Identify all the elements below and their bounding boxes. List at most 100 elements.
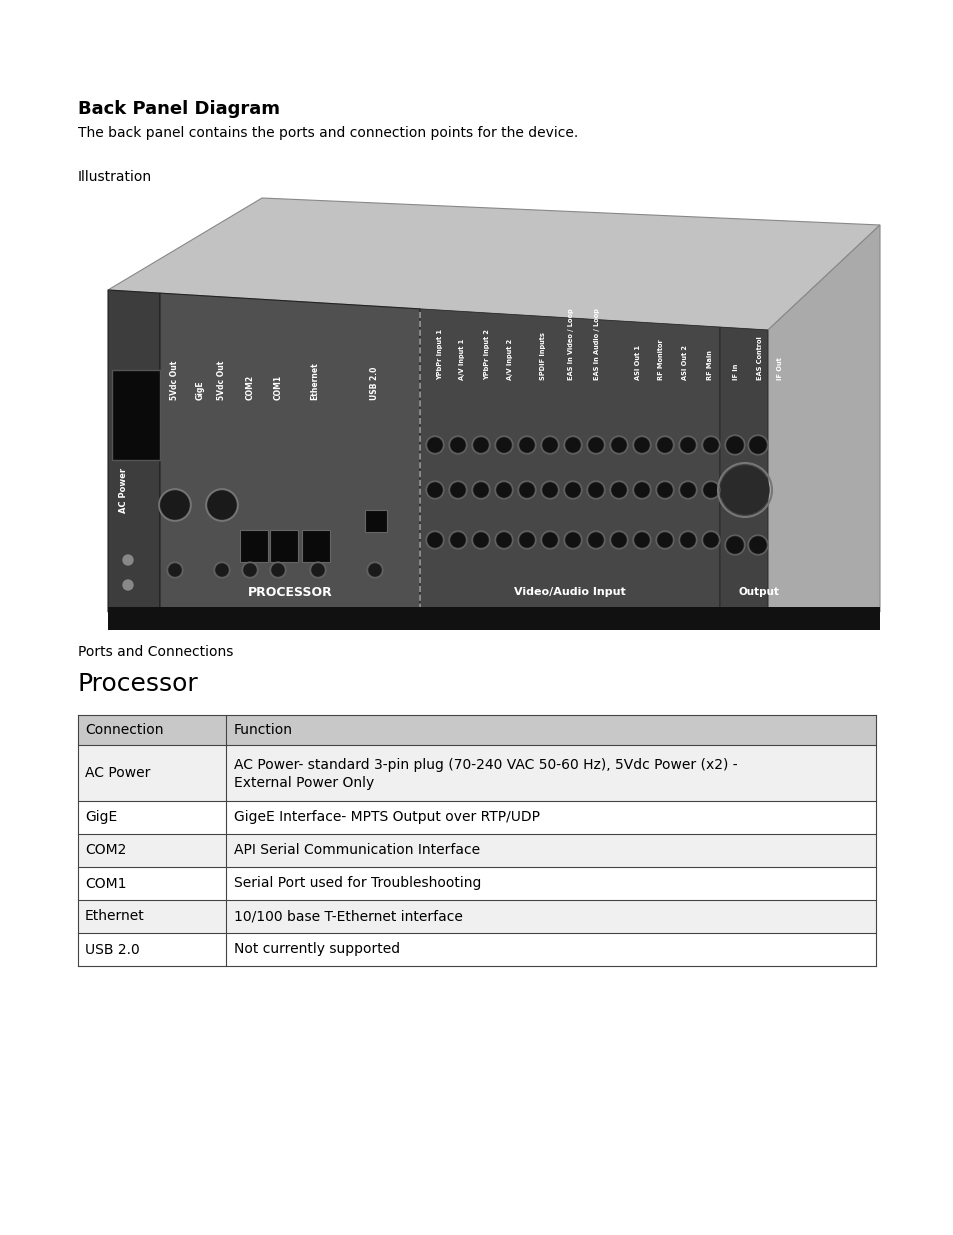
- Text: The back panel contains the ports and connection points for the device.: The back panel contains the ports and co…: [78, 126, 578, 140]
- Text: 10/100 base T-Ethernet interface: 10/100 base T-Ethernet interface: [233, 909, 462, 924]
- Text: AC Power: AC Power: [85, 766, 151, 781]
- Text: Video/Audio Input: Video/Audio Input: [514, 587, 625, 597]
- Polygon shape: [767, 606, 879, 630]
- Text: AC Power: AC Power: [119, 467, 129, 513]
- Circle shape: [369, 564, 380, 576]
- Circle shape: [635, 438, 648, 452]
- Circle shape: [658, 438, 671, 452]
- Text: ASI Out 2: ASI Out 2: [681, 345, 687, 380]
- Text: API Serial Communication Interface: API Serial Communication Interface: [233, 844, 479, 857]
- Bar: [112, 370, 160, 459]
- Text: Ethernet: Ethernet: [310, 362, 319, 400]
- Circle shape: [215, 564, 228, 576]
- Bar: [240, 530, 268, 562]
- Bar: [78, 715, 875, 745]
- Bar: [78, 834, 875, 867]
- Polygon shape: [160, 293, 419, 613]
- Circle shape: [428, 534, 441, 547]
- Circle shape: [658, 534, 671, 547]
- Text: YPbPr Input 1: YPbPr Input 1: [436, 329, 442, 380]
- Text: GigeE Interface- MPTS Output over RTP/UDP: GigeE Interface- MPTS Output over RTP/UD…: [233, 810, 539, 825]
- Text: Output: Output: [738, 587, 779, 597]
- Text: COM2: COM2: [245, 375, 254, 400]
- Text: SPDIF Inputs: SPDIF Inputs: [539, 332, 545, 380]
- Text: EAS In Audio / Loop: EAS In Audio / Loop: [594, 308, 599, 380]
- Circle shape: [703, 483, 718, 496]
- Circle shape: [474, 438, 488, 452]
- Text: RF Main: RF Main: [706, 351, 712, 380]
- Circle shape: [612, 438, 625, 452]
- Text: Ethernet: Ethernet: [85, 909, 145, 924]
- Text: IF In: IF In: [732, 363, 739, 380]
- Circle shape: [565, 534, 579, 547]
- Text: EAS Control: EAS Control: [757, 336, 762, 380]
- Polygon shape: [108, 606, 767, 630]
- Text: AC Power- standard 3-pin plug (70-240 VAC 50-60 Hz), 5Vdc Power (x2) -: AC Power- standard 3-pin plug (70-240 VA…: [233, 758, 737, 772]
- Circle shape: [542, 483, 557, 496]
- Bar: [302, 530, 330, 562]
- Polygon shape: [108, 290, 160, 613]
- Bar: [78, 900, 875, 932]
- Circle shape: [703, 534, 718, 547]
- Circle shape: [612, 483, 625, 496]
- Text: PROCESSOR: PROCESSOR: [248, 585, 332, 599]
- Circle shape: [519, 438, 534, 452]
- Circle shape: [428, 483, 441, 496]
- Circle shape: [161, 492, 189, 519]
- Circle shape: [680, 483, 695, 496]
- Circle shape: [565, 438, 579, 452]
- Circle shape: [588, 483, 602, 496]
- Text: USB 2.0: USB 2.0: [85, 942, 139, 956]
- Circle shape: [519, 534, 534, 547]
- Text: ASI Out 1: ASI Out 1: [635, 345, 640, 380]
- Text: Processor: Processor: [78, 672, 198, 697]
- Circle shape: [635, 483, 648, 496]
- Text: USB 2.0: USB 2.0: [370, 367, 379, 400]
- Text: Serial Port used for Troubleshooting: Serial Port used for Troubleshooting: [233, 877, 481, 890]
- Bar: [78, 867, 875, 900]
- Text: Connection: Connection: [85, 722, 163, 737]
- Polygon shape: [419, 309, 720, 613]
- Circle shape: [123, 580, 132, 590]
- Text: 5Vdc Out: 5Vdc Out: [171, 361, 179, 400]
- Circle shape: [272, 564, 284, 576]
- Text: GigE: GigE: [195, 380, 204, 400]
- Text: RF Monitor: RF Monitor: [658, 340, 663, 380]
- Circle shape: [312, 564, 324, 576]
- Text: 5Vdc Out: 5Vdc Out: [217, 361, 226, 400]
- Text: Illustration: Illustration: [78, 170, 152, 184]
- Text: Function: Function: [233, 722, 293, 737]
- Circle shape: [519, 483, 534, 496]
- Text: A/V Input 1: A/V Input 1: [458, 338, 464, 380]
- Circle shape: [612, 534, 625, 547]
- Text: External Power Only: External Power Only: [233, 776, 374, 790]
- Circle shape: [542, 534, 557, 547]
- Circle shape: [749, 537, 765, 553]
- Bar: [365, 510, 387, 532]
- Circle shape: [474, 534, 488, 547]
- Bar: [78, 745, 875, 802]
- Text: Back Panel Diagram: Back Panel Diagram: [78, 100, 280, 119]
- Circle shape: [497, 438, 511, 452]
- Circle shape: [588, 534, 602, 547]
- Circle shape: [428, 438, 441, 452]
- Text: COM1: COM1: [274, 375, 282, 400]
- Circle shape: [588, 438, 602, 452]
- Bar: [270, 530, 297, 562]
- Text: Not currently supported: Not currently supported: [233, 942, 399, 956]
- Circle shape: [474, 483, 488, 496]
- Polygon shape: [108, 198, 879, 330]
- Text: COM1: COM1: [85, 877, 127, 890]
- Text: GigE: GigE: [85, 810, 117, 825]
- Circle shape: [726, 537, 742, 553]
- Circle shape: [497, 483, 511, 496]
- Circle shape: [680, 534, 695, 547]
- Circle shape: [658, 483, 671, 496]
- Circle shape: [244, 564, 255, 576]
- Circle shape: [720, 466, 768, 514]
- Polygon shape: [720, 327, 767, 613]
- Circle shape: [451, 483, 464, 496]
- Circle shape: [542, 438, 557, 452]
- Circle shape: [123, 555, 132, 564]
- Text: IF Out: IF Out: [776, 357, 782, 380]
